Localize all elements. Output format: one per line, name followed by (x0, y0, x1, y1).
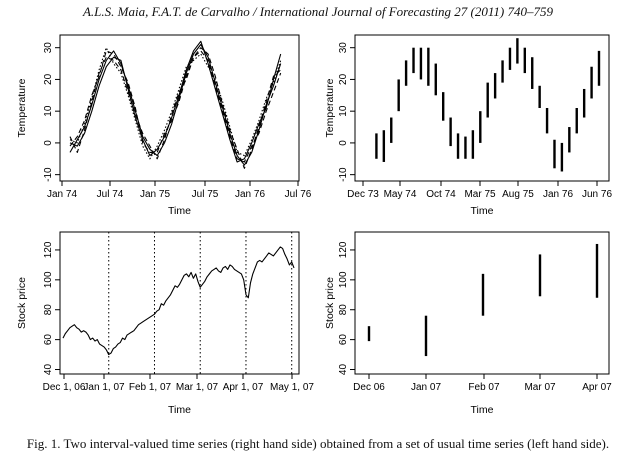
y-tick-label: 20 (43, 73, 54, 85)
x-tick-label: Mar 07 (524, 382, 556, 393)
y-axis-title: Stock price (16, 277, 28, 329)
y-axis-title: Temperature (16, 78, 28, 137)
y-tick-label: 100 (338, 271, 349, 288)
x-tick-label: Dec 73 (347, 189, 379, 200)
plot-frame (354, 34, 610, 182)
plot-frame (354, 231, 610, 375)
x-tick-label: Feb 07 (468, 382, 500, 393)
y-tick-label: 120 (338, 241, 349, 258)
x-tick-label: Aug 75 (502, 189, 534, 200)
y-tick-label: 30 (43, 42, 54, 54)
series-line-1 (62, 246, 295, 356)
y-tick-label: 0 (43, 140, 54, 146)
y-tick-label: 10 (338, 105, 349, 117)
x-tick-label: Jun 76 (582, 189, 612, 200)
journal-header: A.L.S. Maia, F.A.T. de Carvalho / Intern… (82, 4, 554, 19)
y-tick-label: 0 (338, 140, 349, 146)
y-tick-label: 40 (43, 364, 54, 376)
y-tick-label: 120 (43, 241, 54, 258)
series-line-5 (69, 47, 282, 160)
x-tick-label: Apr 1, 07 (223, 382, 264, 393)
y-tick-label: -10 (43, 167, 54, 182)
series-line-4 (69, 50, 282, 163)
x-tick-label: Jan 74 (47, 189, 77, 200)
x-axis-title: Time (168, 404, 191, 416)
x-tick-label: Feb 1, 07 (129, 382, 172, 393)
x-axis-title: Time (471, 404, 494, 416)
x-axis-title: Time (168, 205, 191, 217)
series-line-3 (69, 47, 282, 169)
y-tick-label: -10 (338, 167, 349, 182)
figure-caption: Fig. 1. Two interval-valued time series … (26, 436, 610, 451)
x-tick-label: Jul 75 (192, 189, 219, 200)
x-tick-label: Dec 1, 06 (43, 382, 86, 393)
y-tick-label: 60 (43, 334, 54, 346)
chart-panel-temp-lines: -10 0 10 20 30 Jan 74 Jul 74 Jan 75 Jul 75 Jan 76… (16, 34, 312, 217)
x-tick-label: Jan 07 (411, 382, 441, 393)
plot-frame (59, 231, 300, 375)
x-tick-label: Oct 74 (426, 189, 456, 200)
y-tick-label: 40 (338, 364, 349, 376)
x-tick-label: Jan 1, 07 (83, 382, 125, 393)
x-tick-label: Jan 76 (543, 189, 573, 200)
chart-panel-stock-intervals: 40 60 80 100 120 Dec 06 Jan 07 Feb 07 Mar 07 Apr … (324, 231, 612, 416)
y-tick-label: 10 (43, 105, 54, 117)
x-tick-label: Jan 75 (140, 189, 170, 200)
x-tick-label: May 1, 07 (270, 382, 314, 393)
x-tick-label: Mar 75 (464, 189, 496, 200)
x-tick-label: May 74 (384, 189, 417, 200)
y-tick-label: 30 (338, 42, 349, 54)
x-tick-label: Jul 76 (285, 189, 312, 200)
y-tick-label: 60 (338, 334, 349, 346)
y-axis-title: Stock price (324, 277, 336, 329)
x-tick-label: Jan 76 (235, 189, 265, 200)
y-tick-label: 80 (43, 304, 54, 316)
x-tick-label: Jul 74 (97, 189, 124, 200)
x-tick-label: Mar 1, 07 (176, 382, 219, 393)
series-line-2 (69, 40, 282, 163)
y-tick-label: 80 (338, 304, 349, 316)
series-line-1 (69, 43, 282, 166)
plot-frame (59, 34, 300, 182)
y-tick-label: 100 (43, 271, 54, 288)
y-axis-title: Temperature (324, 78, 336, 137)
x-axis-title: Time (471, 205, 494, 217)
y-tick-label: 20 (338, 73, 349, 85)
x-tick-label: Apr 07 (582, 382, 612, 393)
chart-panel-temp-intervals: -10 0 10 20 30 Dec 73 May 74 Oct 74 Mar 75 Aug 75… (324, 34, 612, 217)
x-tick-label: Dec 06 (353, 382, 385, 393)
